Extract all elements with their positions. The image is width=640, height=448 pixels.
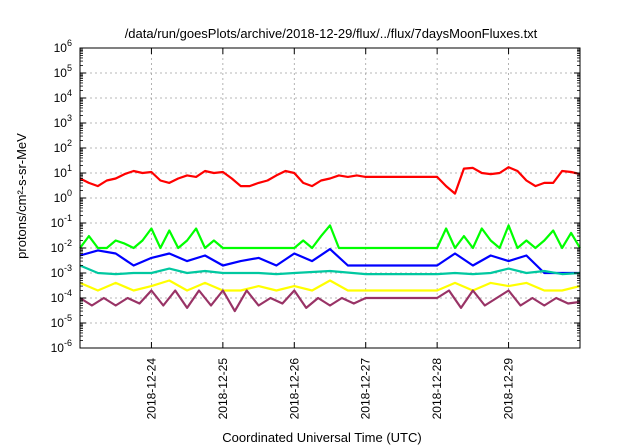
y-tick-label: 101: [54, 163, 72, 180]
x-axis-ticks: 2018-12-24 2018-12-25 2018-12-26 2018-12-27…: [144, 48, 516, 420]
x-tick-label: 2018-12-24: [144, 358, 158, 420]
x-tick-label: 2018-12-29: [502, 358, 516, 420]
y-tick-label: 102: [54, 138, 72, 155]
y-axis-ticks: 10-6 10-5 10-4 10-3 10-2 10-1 100 101 102 103 104 1…: [51, 38, 580, 355]
x-tick-label: 2018-12-27: [359, 358, 373, 420]
y-tick-label: 10-2: [51, 238, 72, 255]
y-tick-label: 105: [54, 63, 72, 80]
y-tick-label: 106: [54, 38, 72, 55]
x-tick-label: 2018-12-28: [430, 358, 444, 420]
series-line-2: [79, 224, 581, 250]
x-axis-label: Coordinated Universal Time (UTC): [222, 430, 421, 445]
y-tick-label: 100: [54, 188, 72, 205]
y-tick-label: 10-5: [51, 313, 72, 330]
chart-title: /data/run/goesPlots/archive/2018-12-29/f…: [125, 26, 538, 41]
y-tick-label: 103: [54, 113, 72, 130]
series-line-4: [79, 264, 581, 276]
series-line-1: [79, 166, 581, 195]
series-line-6: [79, 289, 581, 313]
y-tick-label: 104: [54, 88, 72, 105]
grid: [80, 48, 580, 348]
series-line-5: [79, 279, 581, 292]
x-tick-label: 2018-12-25: [216, 358, 230, 420]
y-tick-label: 10-4: [51, 288, 72, 305]
x-tick-label: 2018-12-26: [287, 358, 301, 420]
y-axis-label: protons/cm²-s-sr-MeV: [14, 133, 29, 259]
series-layer: [79, 166, 581, 313]
series-line-3: [79, 248, 580, 275]
y-tick-label: 10-1: [51, 213, 72, 230]
y-tick-label: 10-3: [51, 263, 72, 280]
y-tick-label: 10-6: [51, 338, 72, 355]
